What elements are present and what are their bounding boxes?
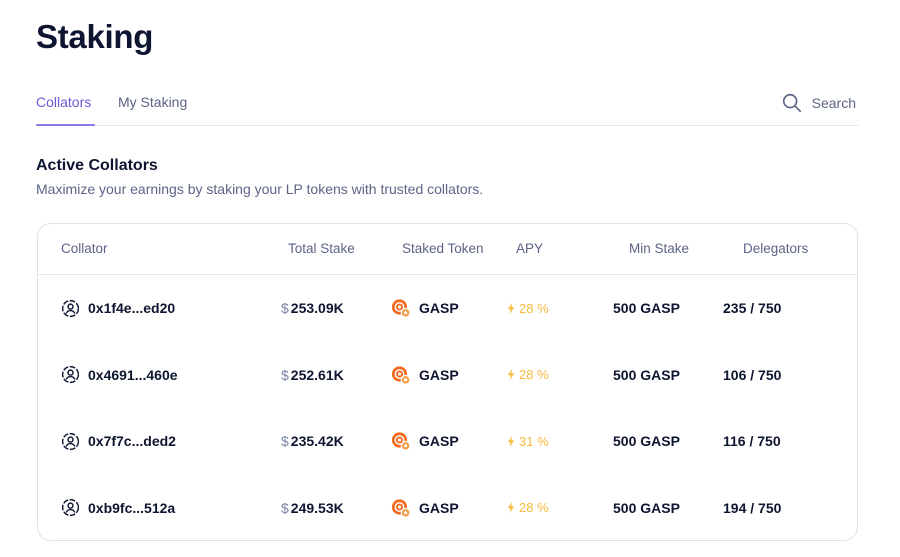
tab-my-staking[interactable]: My Staking	[118, 94, 188, 110]
tab-collators[interactable]: Collators	[36, 94, 92, 110]
apy-cell: 28 %	[507, 275, 549, 341]
search-label: Search	[811, 95, 856, 111]
search-button[interactable]: Search	[781, 92, 856, 114]
total-stake-value: 249.53K	[290, 499, 344, 516]
total-stake-cell: $ 249.53K	[281, 475, 344, 541]
apy-cell: 28 %	[507, 475, 549, 541]
gasp-token-icon	[391, 299, 411, 318]
header-apy: APY	[516, 241, 544, 256]
delegators-cell: 116 / 750	[723, 408, 781, 474]
staked-token-name: GASP	[419, 366, 459, 383]
total-stake-cell: $ 252.61K	[281, 342, 344, 408]
lightning-icon	[507, 302, 515, 314]
min-stake-cell: 500 GASP	[613, 408, 680, 474]
min-stake-cell: 500 GASP	[613, 475, 680, 541]
section-title: Active Collators	[36, 157, 158, 174]
tab-bar: Collators My Staking Search	[36, 85, 858, 126]
header-delegators: Delegators	[743, 241, 809, 256]
user-avatar-icon	[61, 299, 80, 317]
collators-table: Collator Total Stake Staked Token APY Mi…	[37, 223, 858, 541]
page-title: Staking	[36, 18, 154, 55]
gasp-token-icon	[391, 432, 411, 451]
currency-symbol: $	[281, 499, 289, 516]
lightning-icon	[507, 435, 515, 447]
table-row[interactable]: 0xb9fc...512a $ 249.53K GASP 28 % 500 GA…	[38, 475, 857, 541]
min-stake-value: 500 GASP	[613, 433, 680, 449]
table-row[interactable]: 0x7f7c...ded2 $ 235.42K GASP 31 % 500 GA…	[38, 408, 857, 474]
apy-value: 28 %	[519, 500, 549, 515]
apy-value: 31 %	[519, 433, 549, 449]
header-collator: Collator	[61, 241, 108, 256]
collator-cell: 0xb9fc...512a	[61, 475, 175, 541]
min-stake-value: 500 GASP	[613, 366, 680, 383]
delegators-value: 194 / 750	[723, 499, 782, 516]
collator-address: 0x7f7c...ded2	[88, 433, 176, 449]
delegators-value: 106 / 750	[723, 366, 782, 383]
currency-symbol: $	[281, 300, 289, 316]
collator-address: 0x1f4e...ed20	[88, 300, 176, 316]
active-tab-indicator	[36, 124, 95, 126]
delegators-value: 235 / 750	[723, 300, 782, 316]
header-staked-token: Staked Token	[402, 241, 484, 256]
user-avatar-icon	[61, 498, 80, 517]
collator-address: 0xb9fc...512a	[88, 499, 176, 516]
header-min-stake: Min Stake	[629, 241, 690, 256]
min-stake-cell: 500 GASP	[613, 275, 680, 341]
total-stake-value: 235.42K	[290, 433, 344, 449]
total-stake-cell: $ 235.42K	[281, 408, 344, 474]
delegators-cell: 194 / 750	[723, 475, 781, 541]
currency-symbol: $	[281, 433, 289, 449]
lightning-icon	[507, 369, 515, 380]
min-stake-value: 500 GASP	[613, 300, 680, 316]
staked-token-cell: GASP	[391, 275, 459, 341]
collator-address: 0x4691...460e	[88, 366, 178, 383]
staked-token-cell: GASP	[391, 475, 459, 541]
apy-value: 28 %	[519, 300, 549, 316]
total-stake-value: 252.61K	[290, 366, 344, 383]
total-stake-cell: $ 253.09K	[281, 275, 344, 341]
min-stake-value: 500 GASP	[613, 499, 680, 516]
lightning-icon	[507, 502, 515, 513]
delegators-cell: 235 / 750	[723, 275, 781, 341]
delegators-cell: 106 / 750	[723, 342, 781, 408]
apy-cell: 28 %	[507, 342, 549, 408]
delegators-value: 116 / 750	[723, 433, 781, 449]
search-icon	[782, 93, 801, 113]
table-header: Collator Total Stake Staked Token APY Mi…	[38, 224, 857, 275]
currency-symbol: $	[281, 366, 289, 383]
collator-cell: 0x4691...460e	[61, 342, 178, 408]
user-avatar-icon	[61, 432, 80, 450]
staked-token-name: GASP	[419, 499, 459, 516]
gasp-token-icon	[391, 365, 411, 385]
staked-token-name: GASP	[419, 300, 459, 316]
min-stake-cell: 500 GASP	[613, 342, 680, 408]
user-avatar-icon	[61, 365, 80, 384]
staked-token-name: GASP	[419, 433, 459, 449]
staked-token-cell: GASP	[391, 342, 459, 408]
collator-cell: 0x7f7c...ded2	[61, 408, 176, 474]
apy-cell: 31 %	[507, 408, 549, 474]
apy-value: 28 %	[519, 367, 549, 382]
header-total-stake: Total Stake	[288, 241, 355, 256]
section-subtitle: Maximize your earnings by staking your L…	[36, 181, 484, 197]
table-row[interactable]: 0x4691...460e $ 252.61K GASP 28 % 500 GA…	[38, 342, 857, 408]
staked-token-cell: GASP	[391, 408, 459, 474]
total-stake-value: 253.09K	[290, 300, 344, 316]
collator-cell: 0x1f4e...ed20	[61, 275, 175, 341]
gasp-token-icon	[391, 498, 411, 518]
table-row[interactable]: 0x1f4e...ed20 $ 253.09K GASP 28 % 500 GA…	[38, 275, 857, 341]
